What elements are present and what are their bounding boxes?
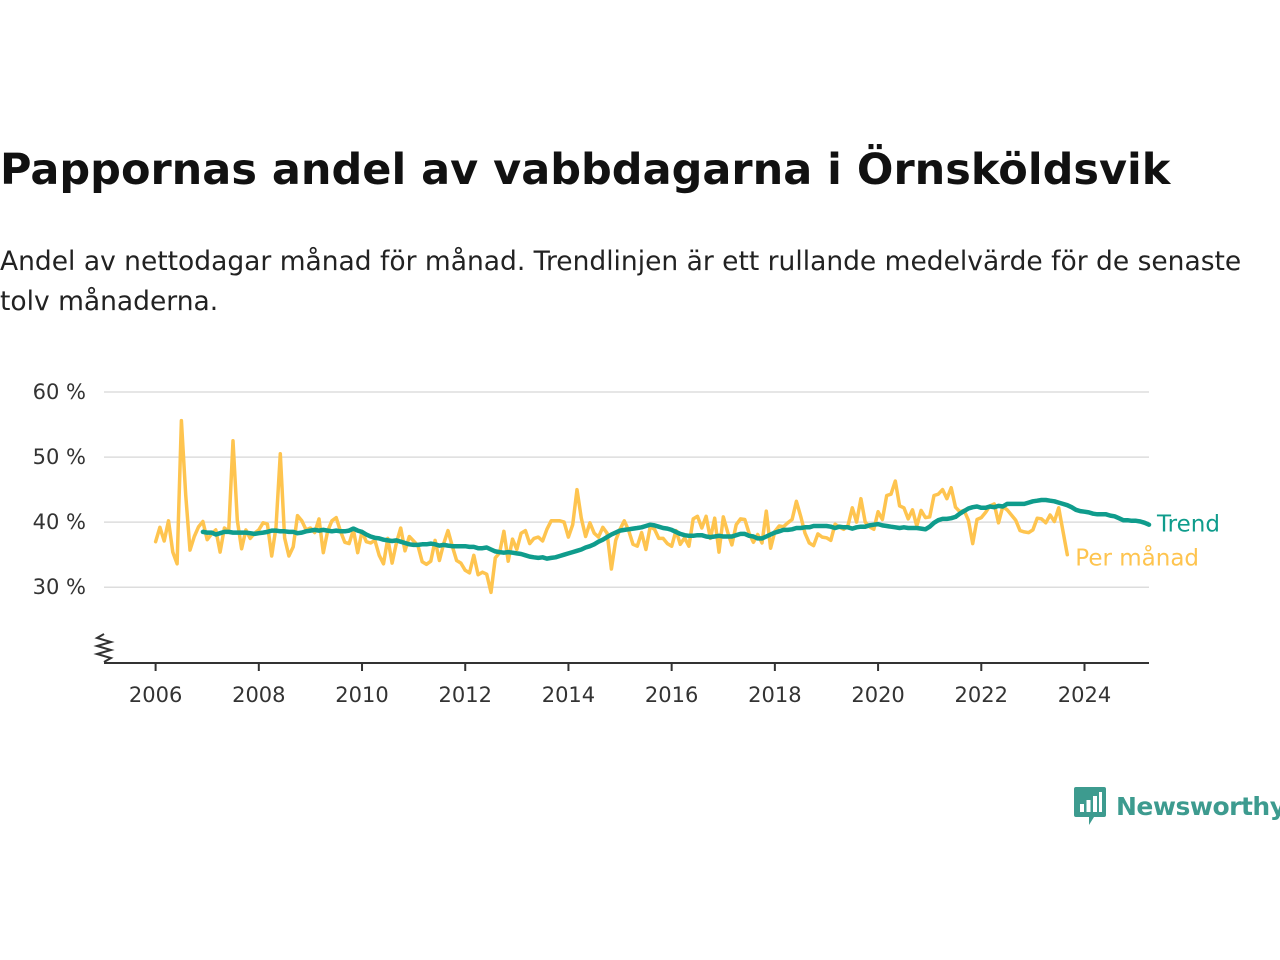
x-tick-label-2018: 2018 [748,683,801,707]
x-axis: 2006 2008 2010 2012 2014 2016 2018 2020 2022 2024 [104,662,1149,707]
trend-label: Trend [1156,512,1220,538]
y-tick-label-50: 50 % [33,445,86,469]
line-chart: 30 % 40 % 50 % 60 % 2006 2008 2010 2012 2014 201… [33,380,1220,707]
brand-name: Newsworthy [1116,791,1280,821]
monthly-label: Per månad [1075,544,1199,572]
trend-line [200,497,1152,561]
x-tick-label-2008: 2008 [232,683,285,707]
newsworthy-logo-icon [1074,787,1106,825]
x-tick-label-2014: 2014 [542,683,595,707]
x-tick-label-2016: 2016 [645,683,698,707]
y-axis: 30 % 40 % 50 % 60 % [33,380,115,663]
x-tick-label-2024: 2024 [1058,683,1111,707]
y-tick-label-60: 60 % [33,380,86,404]
y-tick-label-40: 40 % [33,510,86,534]
gridlines [104,391,1149,588]
chart-subtitle: Andel av nettodagar månad för månad. Tre… [0,246,1242,317]
x-tick-label-2010: 2010 [335,683,388,707]
series-labels: Trend Per månad [1075,512,1220,572]
x-tick-label-2022: 2022 [955,683,1008,707]
monthly-line [153,418,1070,595]
y-tick-label-30: 30 % [33,575,86,599]
chart-title: Pappornas andel av vabbdagarna i Örnsköl… [0,145,1171,195]
axis-break-icon [93,633,115,663]
x-tick-label-2012: 2012 [439,683,492,707]
x-tick-label-2006: 2006 [129,683,182,707]
x-tick-label-2020: 2020 [851,683,904,707]
brand-logo: Newsworthy [1072,784,1280,828]
series-lines [153,418,1152,595]
